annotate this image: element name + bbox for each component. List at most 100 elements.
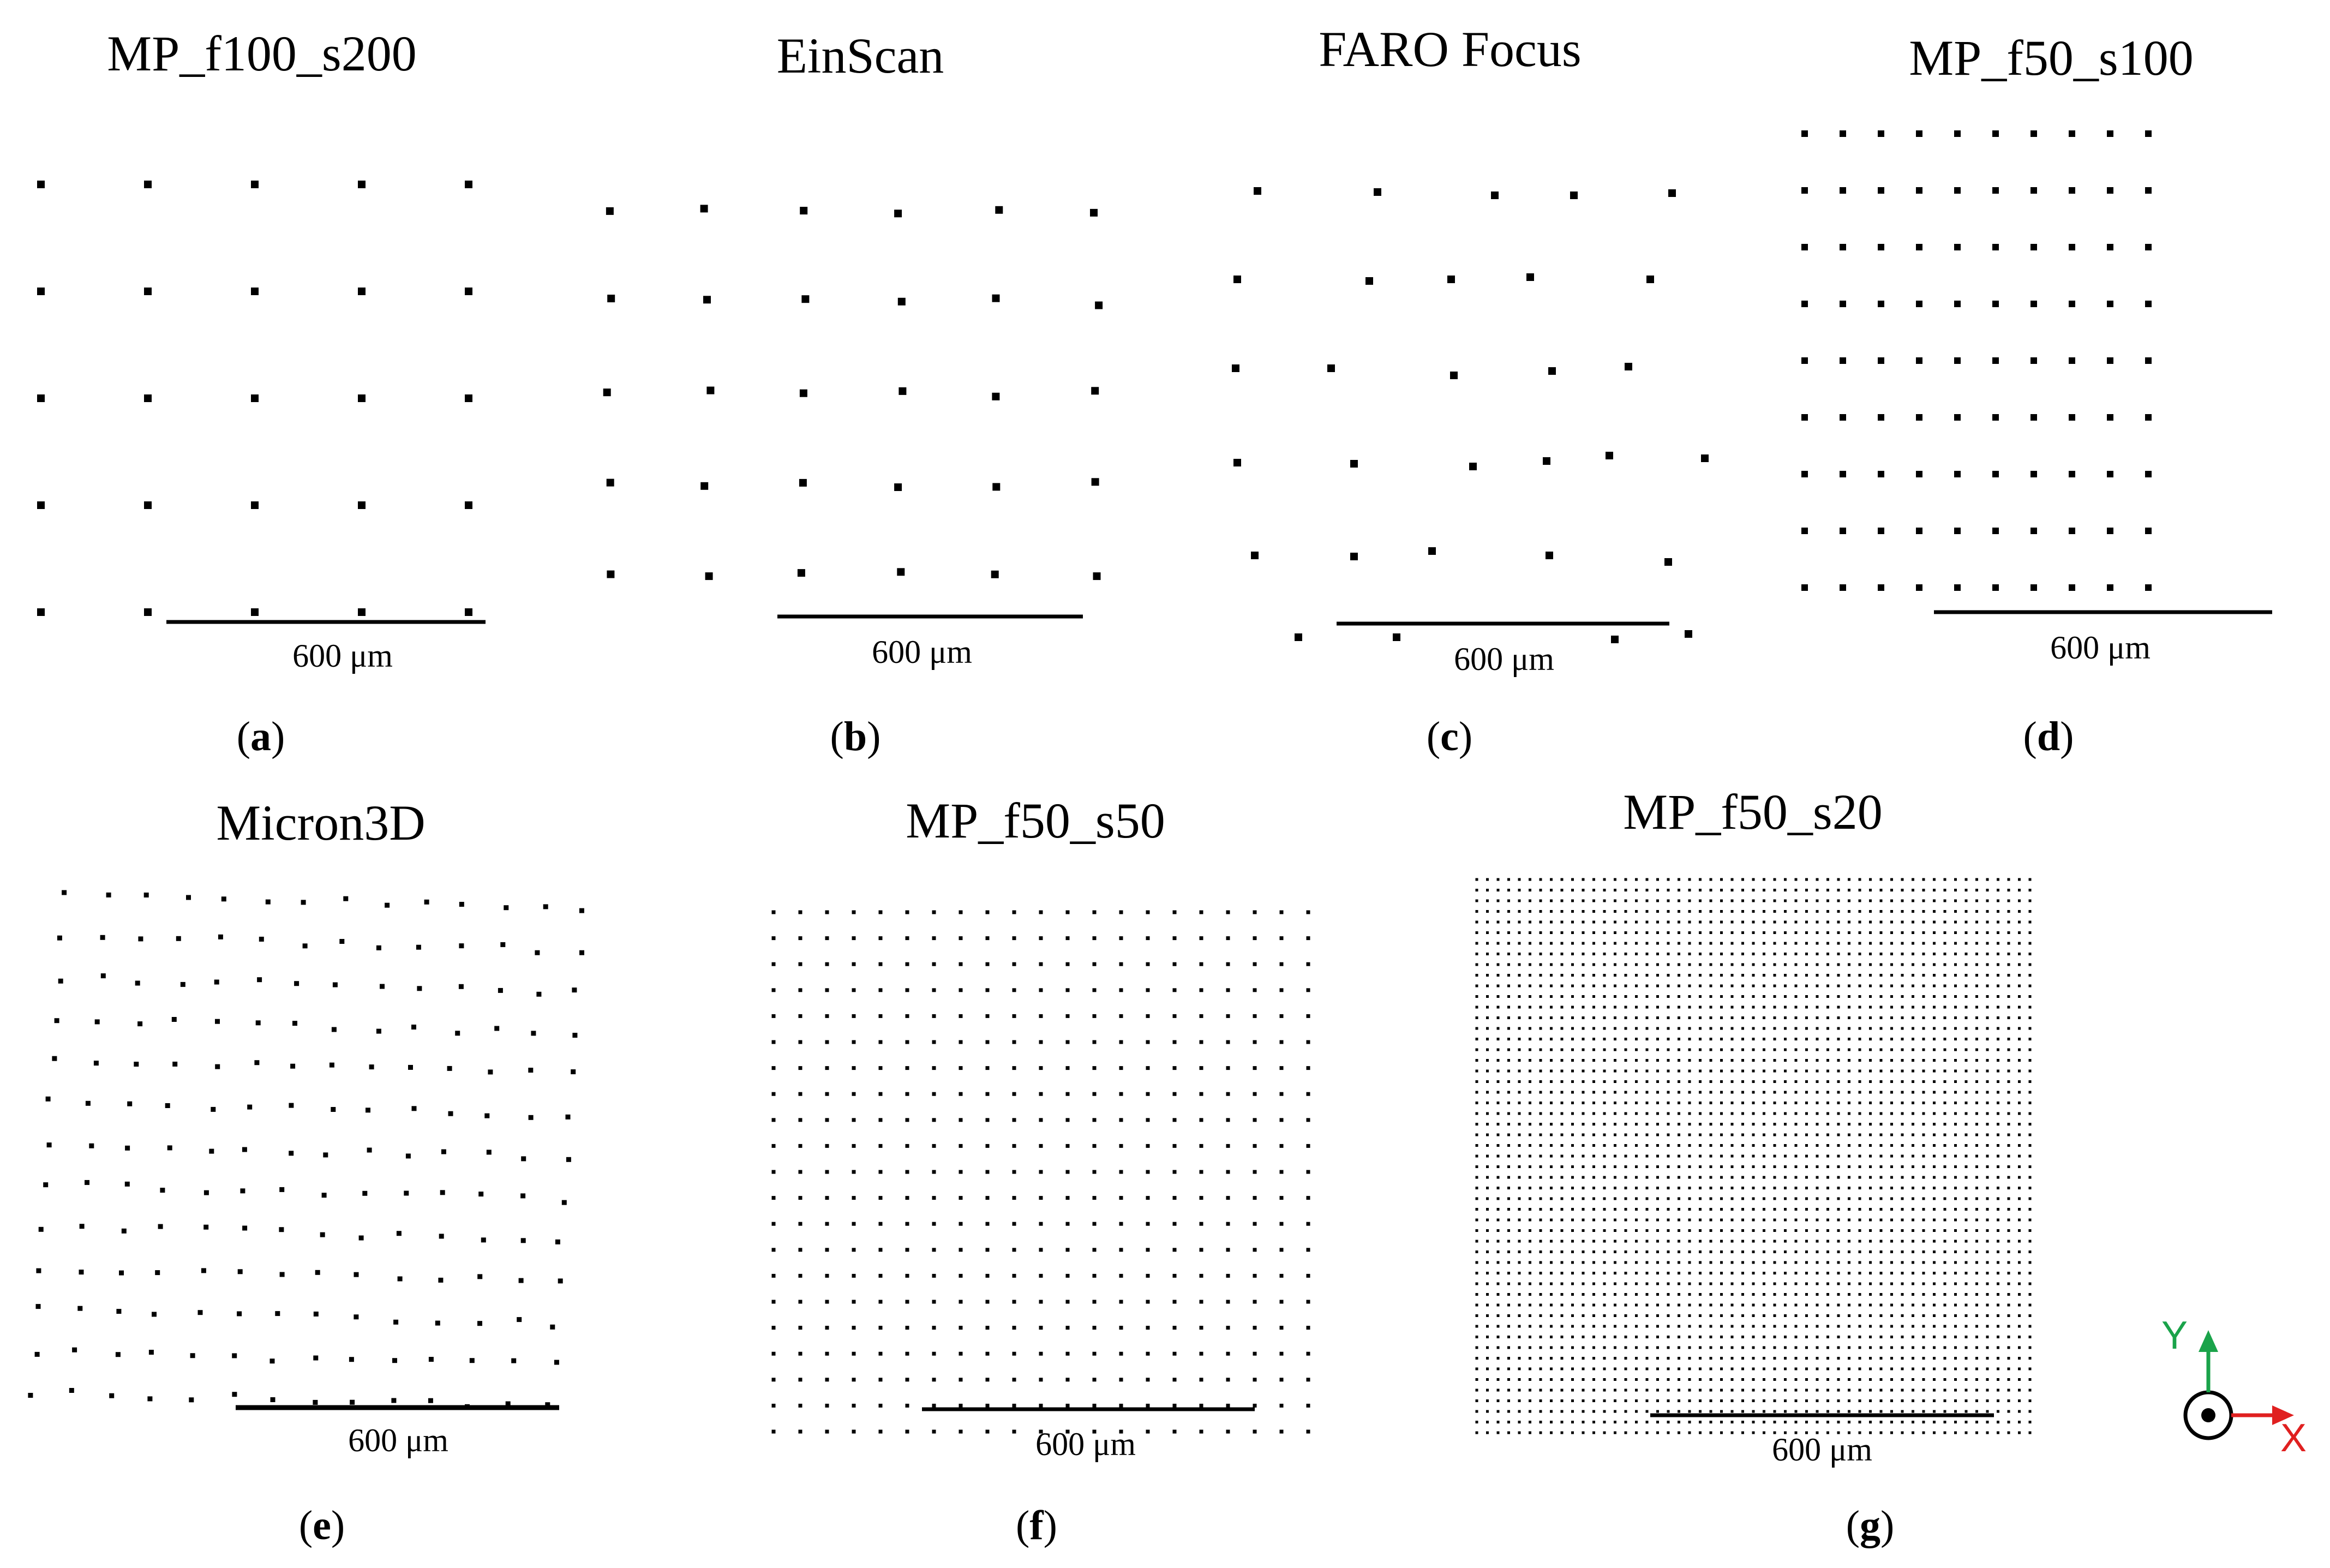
scale-label-e: 600 μm <box>348 1422 448 1458</box>
dot <box>1933 920 1936 924</box>
dot <box>1816 1069 1819 1073</box>
dot <box>1933 953 1936 955</box>
dot <box>1645 1336 1649 1338</box>
dot <box>1529 1027 1531 1030</box>
dot <box>1975 920 1978 924</box>
dot <box>1172 910 1177 914</box>
dot <box>1794 1272 1798 1274</box>
dot <box>1119 1170 1123 1174</box>
dot <box>242 1225 248 1231</box>
dot <box>1763 1325 1765 1328</box>
dot <box>905 1248 909 1252</box>
dot <box>1529 1038 1531 1040</box>
dot <box>1518 878 1521 881</box>
dot <box>1773 1154 1776 1158</box>
dot <box>905 1403 909 1408</box>
dot <box>1582 1261 1585 1264</box>
dot <box>1507 910 1510 913</box>
dot <box>1667 1367 1670 1370</box>
dot <box>1986 1176 1989 1179</box>
dot <box>1986 963 1989 966</box>
dot <box>1848 899 1850 902</box>
dot <box>985 1014 990 1018</box>
dot <box>1805 1346 1808 1349</box>
dot <box>1529 1165 1531 1168</box>
dot <box>1879 1410 1883 1413</box>
dot <box>1699 1165 1702 1168</box>
dot <box>1496 1038 1500 1040</box>
dot <box>1805 1282 1808 1285</box>
dot <box>1635 963 1638 966</box>
dot <box>1901 1293 1904 1296</box>
dot <box>354 1272 359 1277</box>
dot <box>1614 1144 1616 1147</box>
dot <box>1837 1250 1840 1253</box>
dot <box>1699 995 1702 998</box>
dot <box>1763 1421 1765 1423</box>
dot <box>1879 1091 1883 1094</box>
dot <box>1012 1378 1016 1382</box>
dot <box>1922 1431 1925 1434</box>
dot <box>1964 1389 1968 1392</box>
dot <box>1933 1272 1936 1274</box>
dot <box>1997 1038 1999 1040</box>
dot <box>408 1064 413 1070</box>
dot <box>1529 1112 1531 1115</box>
dot <box>1550 1016 1553 1019</box>
dot <box>1560 974 1564 977</box>
dot <box>1763 1038 1765 1040</box>
dot <box>1869 920 1872 924</box>
dot <box>1645 1229 1649 1232</box>
dot <box>2028 1102 2032 1104</box>
dot <box>1226 988 1230 992</box>
dot <box>2007 1410 2010 1413</box>
dot <box>1730 942 1734 945</box>
dot <box>1816 963 1819 966</box>
dot <box>1699 910 1702 913</box>
dot <box>2007 1208 2010 1211</box>
dot <box>1741 1187 1744 1189</box>
dot <box>1890 1250 1893 1253</box>
dot <box>1496 1176 1500 1179</box>
dot <box>1635 1133 1638 1136</box>
dot <box>1837 1261 1840 1264</box>
dot <box>1119 1118 1123 1122</box>
dot <box>1986 974 1989 977</box>
dot <box>1879 1154 1883 1158</box>
dot <box>1916 244 1922 250</box>
dot <box>543 904 548 909</box>
dot <box>565 1114 571 1120</box>
dot <box>2018 1176 2021 1179</box>
dot <box>1279 1118 1284 1122</box>
dot <box>2018 1208 2021 1211</box>
dot <box>1901 1378 1904 1381</box>
dot <box>1614 899 1616 902</box>
dot <box>1550 1410 1553 1413</box>
dot <box>1507 1027 1510 1030</box>
dot <box>1226 1273 1230 1278</box>
dot <box>1592 984 1595 988</box>
dot <box>1529 1187 1531 1189</box>
dot <box>1635 889 1638 891</box>
dot <box>1486 889 1489 891</box>
dot <box>1571 1303 1574 1307</box>
dot <box>959 1092 963 1096</box>
dot <box>1678 953 1680 955</box>
dot <box>1550 1314 1553 1317</box>
dot <box>1603 974 1606 977</box>
dot <box>1226 1326 1230 1330</box>
dot <box>1890 910 1893 913</box>
dot <box>1092 1196 1097 1200</box>
dot <box>1550 1176 1553 1179</box>
dot <box>1848 910 1850 913</box>
dot <box>1763 1208 1765 1211</box>
dot <box>1199 1273 1203 1278</box>
dot <box>1539 1016 1542 1019</box>
dot <box>339 939 345 944</box>
dot <box>1496 1059 1500 1062</box>
dot <box>1518 1027 1521 1030</box>
dot <box>2030 244 2037 250</box>
dot <box>134 1062 139 1067</box>
dot <box>1794 920 1798 924</box>
dot <box>1550 953 1553 955</box>
